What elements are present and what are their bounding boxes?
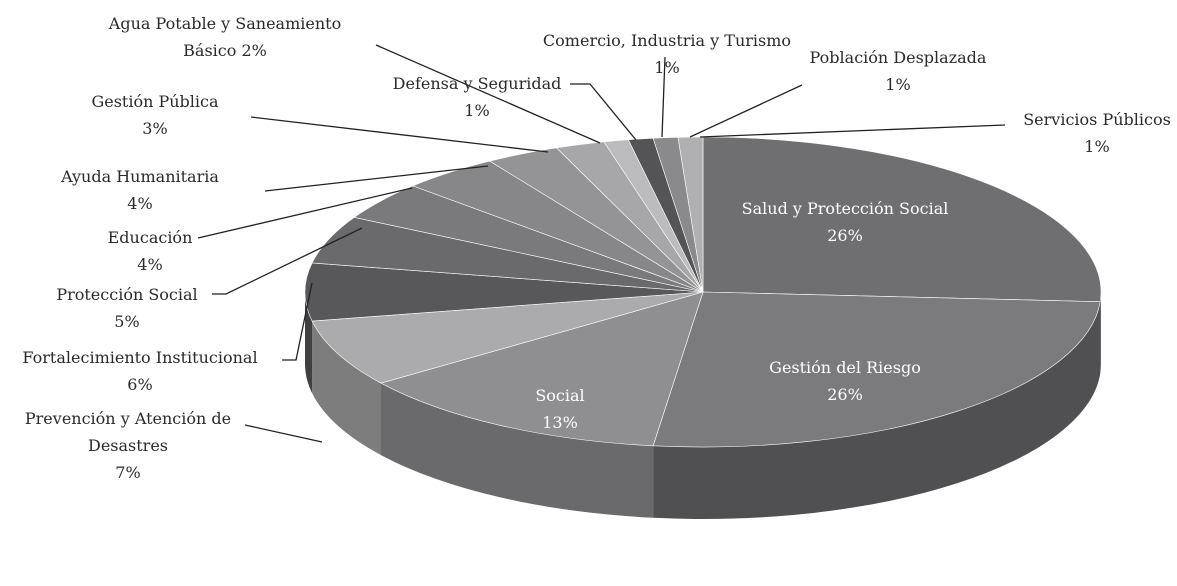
slice-side [653, 301, 1101, 519]
category-name: Población Desplazada [809, 48, 987, 67]
leader-line [264, 165, 489, 192]
category-name: Educación [107, 228, 193, 247]
leader-line [212, 227, 363, 295]
slice [380, 291, 704, 447]
slice [311, 291, 704, 384]
slice-label: Comercio, Industria y Turismo 1% [507, 27, 827, 81]
value-label: 1% [464, 101, 490, 120]
slice-label: Servicios Públicos 1% [1007, 106, 1177, 160]
category-name: Fortalecimiento Institucional [22, 348, 258, 367]
category-name: Gestión Pública [91, 92, 219, 111]
value-label: 1% [654, 58, 680, 77]
slice [304, 262, 704, 322]
value-label: 4% [127, 194, 153, 213]
slice-label: Educación 4% [50, 224, 250, 278]
leader-line [570, 83, 637, 141]
value-label: 7% [115, 463, 141, 482]
slice-label: Gestión del Riesgo 26% [685, 354, 1005, 408]
leader-line [282, 282, 313, 361]
category-name: Salud y Protección Social [741, 199, 949, 218]
leader-line [375, 44, 601, 144]
value-label: 2% [241, 41, 267, 60]
slice-side [312, 321, 382, 456]
leader-line [661, 56, 666, 138]
value-label: 26% [827, 385, 863, 404]
category-name: Social [535, 386, 585, 405]
leader-line [197, 187, 413, 239]
slice-side [381, 383, 654, 518]
slice-label: Gestión Pública 3% [55, 88, 255, 142]
category-name: Servicios Públicos [1023, 110, 1171, 129]
slice [652, 291, 1101, 448]
value-label: 3% [142, 119, 168, 138]
slice-side [1100, 292, 1102, 374]
slice-label: Social 13% [490, 382, 630, 436]
leader-line [244, 424, 323, 443]
slice [702, 136, 1102, 303]
leader-line [699, 124, 1006, 138]
value-label: 6% [127, 375, 153, 394]
value-label: 1% [885, 75, 911, 94]
value-label: 5% [114, 312, 140, 331]
category-name: Ayuda Humanitaria [61, 167, 219, 186]
category-name: Comercio, Industria y Turismo [542, 31, 792, 50]
category-name: Defensa y Seguridad [392, 74, 562, 93]
leader-line [250, 116, 549, 153]
value-label: 4% [137, 255, 163, 274]
value-label: 1% [1084, 137, 1110, 156]
slice-label: Defensa y Seguridad 1% [377, 70, 577, 124]
category-name: Prevención y Atención de Desastres [24, 409, 232, 455]
category-name: Protección Social [56, 285, 198, 304]
slice-label: Agua Potable y Saneamiento Básico 2% [86, 10, 364, 64]
slice-label: Protección Social 5% [27, 281, 227, 335]
category-name: Gestión del Riesgo [769, 358, 921, 377]
slice-label: Ayuda Humanitaria 4% [10, 163, 270, 217]
slice-label: Población Desplazada 1% [783, 44, 1013, 98]
slice-label: Fortalecimiento Institucional 6% [0, 344, 285, 398]
slice-label: Prevención y Atención de Desastres 7% [2, 405, 254, 486]
value-label: 13% [542, 413, 578, 432]
leader-line [689, 84, 803, 138]
value-label: 26% [827, 226, 863, 245]
slice-label: Salud y Protección Social 26% [685, 195, 1005, 249]
category-name: Agua Potable y Saneamiento Básico [108, 14, 342, 60]
